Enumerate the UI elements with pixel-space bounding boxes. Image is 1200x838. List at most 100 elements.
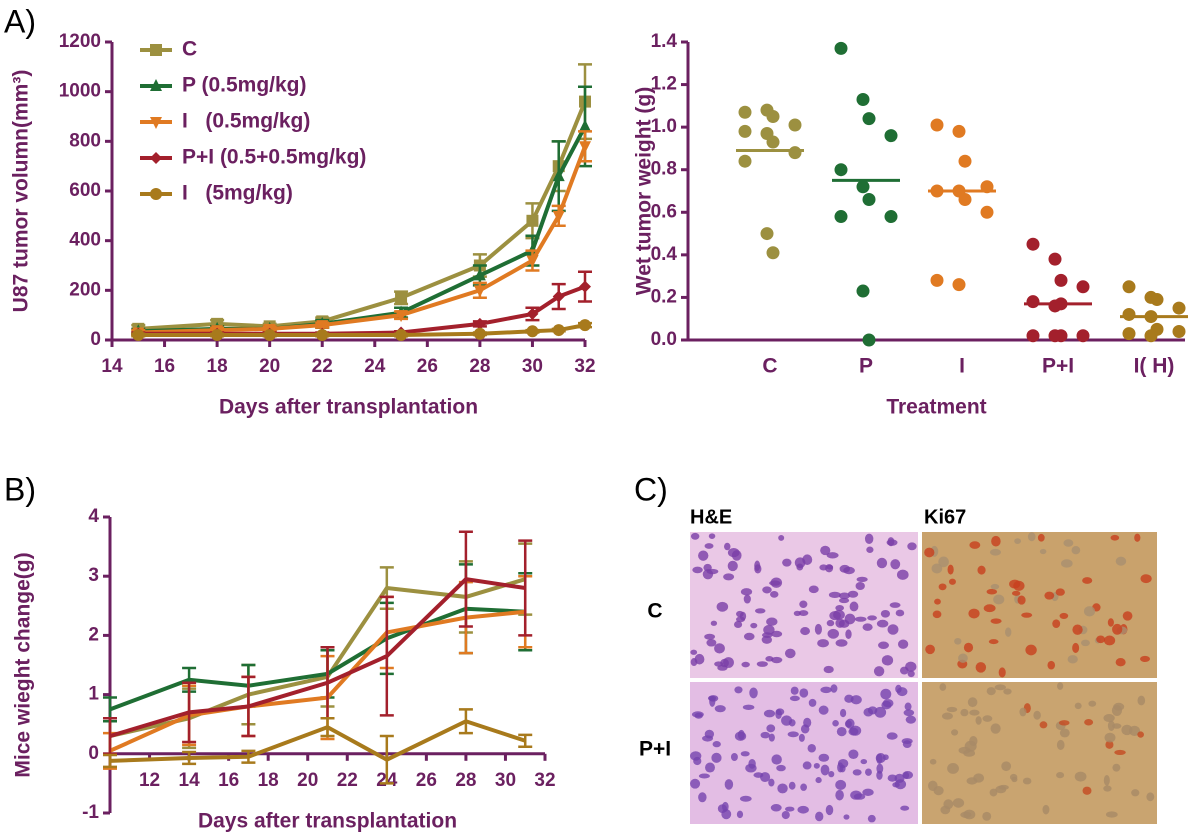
- x-tick-label: I: [959, 355, 965, 378]
- legend-marker: [150, 44, 162, 56]
- cell: [826, 619, 835, 627]
- cell: [1033, 710, 1041, 720]
- cell: [866, 546, 874, 553]
- data-point: [1150, 293, 1164, 307]
- cell: [887, 624, 899, 635]
- cell: [802, 761, 812, 770]
- cell: [1107, 618, 1114, 627]
- cell: [838, 592, 851, 600]
- marker: [526, 325, 539, 338]
- cell: [742, 704, 755, 710]
- y-tick-label: 1.4: [651, 31, 678, 52]
- cell: [835, 779, 847, 790]
- x-tick-label: 18: [207, 356, 228, 377]
- cell: [1103, 635, 1116, 646]
- y-tick-label: -1: [82, 802, 99, 823]
- cell: [808, 585, 819, 594]
- cell: [886, 539, 898, 546]
- x-tick-label: 28: [469, 356, 490, 377]
- cell: [833, 609, 845, 620]
- cell: [777, 783, 788, 794]
- y-tick-label: 400: [69, 230, 101, 251]
- cell: [1047, 660, 1056, 670]
- cell: [754, 564, 762, 574]
- cell: [983, 604, 996, 613]
- marker: [395, 291, 408, 304]
- cell: [1067, 655, 1078, 664]
- cell: [856, 576, 868, 583]
- cell: [793, 610, 801, 616]
- cell: [702, 735, 714, 742]
- series-line: [138, 100, 587, 331]
- cell: [817, 639, 829, 648]
- cell: [1063, 539, 1074, 547]
- cell: [880, 609, 891, 618]
- cell: [692, 566, 703, 574]
- cell: [990, 723, 1001, 734]
- cell: [993, 594, 1005, 605]
- cell: [798, 733, 805, 742]
- data-point: [1054, 273, 1068, 287]
- cell: [934, 598, 941, 605]
- cell: [710, 620, 718, 626]
- y-tick-label: 3: [88, 565, 99, 586]
- legend-marker: [150, 188, 162, 200]
- cell: [766, 724, 776, 733]
- cell: [1131, 789, 1140, 797]
- cell: [1027, 532, 1036, 542]
- cell: [760, 731, 770, 739]
- data-point: [1172, 301, 1186, 315]
- cell: [770, 803, 782, 812]
- data-point: [862, 333, 876, 347]
- cell: [938, 583, 947, 591]
- data-point: [834, 41, 848, 55]
- cell: [711, 752, 722, 763]
- cell: [1115, 658, 1126, 667]
- cell: [835, 605, 845, 612]
- cell: [844, 613, 856, 625]
- data-point: [1026, 237, 1040, 251]
- cell: [1059, 728, 1070, 738]
- data-point: [884, 129, 898, 143]
- cell: [907, 542, 917, 551]
- cell: [902, 771, 914, 780]
- cell: [843, 814, 850, 820]
- cell: [1140, 655, 1151, 663]
- cell: [825, 804, 834, 816]
- cell: [1110, 534, 1120, 541]
- cell: [952, 798, 965, 808]
- cell: [768, 778, 775, 787]
- data-point: [738, 124, 752, 138]
- cell: [1137, 695, 1146, 706]
- cell: [887, 774, 898, 782]
- marker: [579, 319, 591, 332]
- cell: [836, 726, 847, 737]
- cell: [854, 616, 867, 622]
- cell: [896, 569, 909, 580]
- cell: [998, 667, 1006, 678]
- cell: [814, 623, 822, 635]
- cell: [1071, 546, 1081, 555]
- cell: [896, 687, 908, 697]
- cell: [1042, 804, 1050, 815]
- data-point: [856, 284, 870, 298]
- cell: [852, 769, 862, 776]
- y-tick-label: 1.0: [651, 116, 677, 137]
- cell: [975, 662, 987, 673]
- legend-label: P+I (0.5+0.5mg/kg): [182, 146, 366, 169]
- cell: [963, 642, 974, 653]
- data-point: [930, 273, 944, 287]
- cell: [1103, 785, 1112, 792]
- cell: [724, 542, 731, 551]
- cell: [818, 705, 829, 715]
- data-point: [884, 210, 898, 224]
- x-tick-label: 32: [534, 770, 555, 791]
- cell: [1061, 559, 1073, 568]
- cell: [1017, 595, 1026, 605]
- cell: [734, 620, 743, 628]
- cell: [723, 657, 734, 668]
- cell: [938, 556, 949, 568]
- cell: [749, 687, 758, 699]
- cell: [969, 541, 981, 549]
- cell: [706, 568, 719, 575]
